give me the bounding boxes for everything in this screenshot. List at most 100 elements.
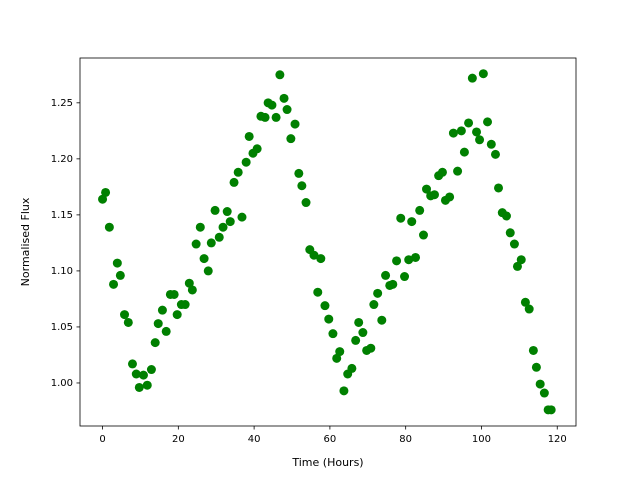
data-point <box>392 256 402 266</box>
data-point <box>381 270 391 280</box>
data-point <box>524 304 534 314</box>
data-point <box>142 380 152 390</box>
data-point <box>138 370 148 380</box>
data-point <box>237 212 247 222</box>
data-point <box>366 343 376 353</box>
data-point <box>120 310 130 320</box>
data-point <box>309 250 319 260</box>
data-point <box>260 112 270 122</box>
y-axis-label: Normalised Flux <box>19 197 32 286</box>
data-point <box>203 266 213 276</box>
data-point <box>279 93 289 103</box>
data-point <box>187 285 197 295</box>
data-point <box>157 305 167 315</box>
data-point <box>467 73 477 83</box>
y-tick-label: 1.15 <box>51 210 73 221</box>
data-point <box>98 194 108 204</box>
data-point <box>328 329 338 339</box>
data-point <box>396 213 406 223</box>
x-tick-label: 80 <box>399 434 412 445</box>
data-point <box>112 258 122 268</box>
data-point <box>478 69 488 79</box>
data-point <box>172 310 182 320</box>
data-point <box>494 183 504 193</box>
y-tick-label: 1.05 <box>51 322 73 333</box>
data-point <box>169 289 179 299</box>
y-tick-label: 1.20 <box>51 154 73 165</box>
data-point <box>400 272 410 282</box>
data-point <box>199 254 209 264</box>
data-point <box>539 388 549 398</box>
data-point <box>486 139 496 149</box>
data-point <box>324 314 334 324</box>
data-point <box>411 252 421 262</box>
data-point <box>404 255 414 265</box>
plot-frame <box>79 57 577 427</box>
data-point <box>115 270 125 280</box>
x-tick-label: 60 <box>324 434 337 445</box>
data-point <box>373 288 383 298</box>
data-point <box>490 149 500 159</box>
data-point <box>320 301 330 311</box>
x-tick-label: 0 <box>99 434 105 445</box>
data-point <box>229 177 239 187</box>
data-point <box>184 278 194 288</box>
data-point <box>445 192 455 202</box>
data-point <box>546 405 556 415</box>
data-point <box>388 279 398 289</box>
data-point <box>233 167 243 177</box>
data-point <box>153 319 163 329</box>
data-point <box>191 239 201 249</box>
x-tick-label: 120 <box>548 434 567 445</box>
x-axis-label: Time (Hours) <box>291 456 363 469</box>
data-point <box>418 230 428 240</box>
data-point <box>453 166 463 176</box>
data-point <box>407 217 417 227</box>
data-point <box>131 369 141 379</box>
data-point <box>150 338 160 348</box>
data-point <box>316 254 326 264</box>
data-point <box>241 157 251 167</box>
data-point <box>282 105 292 115</box>
data-point <box>267 100 277 110</box>
data-point <box>456 126 466 136</box>
data-point <box>210 205 220 215</box>
data-point <box>180 300 190 310</box>
data-point <box>501 211 511 221</box>
data-point <box>294 168 304 178</box>
data-point <box>516 255 526 265</box>
data-point <box>271 112 281 122</box>
data-point <box>351 335 361 345</box>
data-point <box>475 135 485 145</box>
data-point <box>218 222 228 232</box>
data-point <box>104 222 114 232</box>
data-point <box>464 118 474 128</box>
data-point <box>127 359 137 369</box>
data-point <box>369 300 379 310</box>
data-point <box>275 70 285 80</box>
data-point <box>437 167 447 177</box>
data-point <box>335 347 345 357</box>
data-point <box>332 353 342 363</box>
data-point <box>531 362 541 372</box>
data-point <box>146 365 156 375</box>
x-tick-label: 100 <box>472 434 491 445</box>
data-point <box>358 328 368 338</box>
data-point <box>520 297 530 307</box>
data-point <box>448 128 458 138</box>
data-point <box>422 184 432 194</box>
data-point <box>206 238 216 248</box>
data-point <box>225 217 235 227</box>
data-point <box>505 228 515 238</box>
data-point <box>313 287 323 297</box>
data-point <box>244 131 254 141</box>
data-point <box>290 119 300 129</box>
y-tick-label: 1.10 <box>51 266 73 277</box>
data-point <box>509 239 519 249</box>
y-tick-label: 1.00 <box>51 378 73 389</box>
data-point <box>252 144 262 154</box>
data-point <box>195 222 205 232</box>
data-point <box>286 134 296 144</box>
